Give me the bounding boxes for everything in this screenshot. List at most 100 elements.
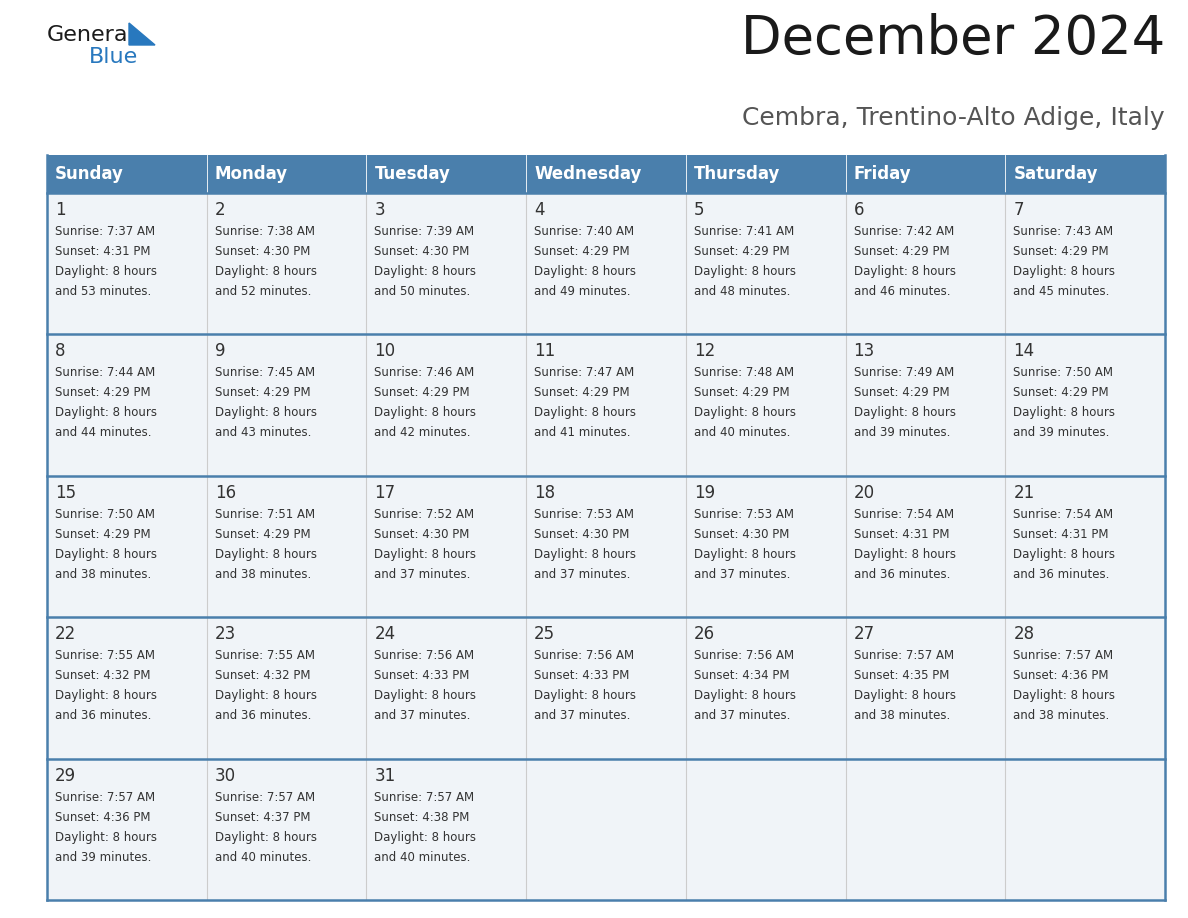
Text: Daylight: 8 hours: Daylight: 8 hours	[1013, 265, 1116, 278]
Bar	[526, 155, 685, 193]
Bar	[48, 193, 207, 334]
Text: Sunrise: 7:50 AM: Sunrise: 7:50 AM	[1013, 366, 1113, 379]
Text: Sunset: 4:30 PM: Sunset: 4:30 PM	[374, 528, 469, 541]
Text: Sunset: 4:30 PM: Sunset: 4:30 PM	[215, 245, 310, 258]
Bar	[207, 334, 366, 476]
Text: and 38 minutes.: and 38 minutes.	[853, 710, 950, 722]
Text: Daylight: 8 hours: Daylight: 8 hours	[215, 689, 317, 702]
Bar	[1005, 758, 1165, 900]
Text: Sunrise: 7:57 AM: Sunrise: 7:57 AM	[374, 790, 474, 803]
Text: Sunrise: 7:56 AM: Sunrise: 7:56 AM	[694, 649, 794, 662]
Text: Sunrise: 7:53 AM: Sunrise: 7:53 AM	[535, 508, 634, 521]
Text: Sunset: 4:29 PM: Sunset: 4:29 PM	[1013, 386, 1108, 399]
Bar	[207, 758, 366, 900]
Text: Wednesday: Wednesday	[535, 165, 642, 183]
Text: and 45 minutes.: and 45 minutes.	[1013, 285, 1110, 298]
Text: Sunrise: 7:46 AM: Sunrise: 7:46 AM	[374, 366, 475, 379]
Text: Sunday: Sunday	[55, 165, 124, 183]
Text: and 50 minutes.: and 50 minutes.	[374, 285, 470, 298]
Text: and 48 minutes.: and 48 minutes.	[694, 285, 790, 298]
Text: and 36 minutes.: and 36 minutes.	[1013, 568, 1110, 581]
Text: Sunrise: 7:57 AM: Sunrise: 7:57 AM	[1013, 649, 1113, 662]
Text: 2: 2	[215, 201, 226, 219]
Text: 28: 28	[1013, 625, 1035, 644]
Text: Sunrise: 7:45 AM: Sunrise: 7:45 AM	[215, 366, 315, 379]
Text: Sunrise: 7:39 AM: Sunrise: 7:39 AM	[374, 225, 474, 238]
Text: Sunset: 4:38 PM: Sunset: 4:38 PM	[374, 811, 469, 823]
Text: Daylight: 8 hours: Daylight: 8 hours	[694, 548, 796, 561]
Text: 8: 8	[55, 342, 65, 361]
Bar	[1005, 334, 1165, 476]
Text: 12: 12	[694, 342, 715, 361]
Text: Daylight: 8 hours: Daylight: 8 hours	[215, 407, 317, 420]
Text: Sunset: 4:31 PM: Sunset: 4:31 PM	[55, 245, 151, 258]
Text: 1: 1	[55, 201, 65, 219]
Bar	[1005, 617, 1165, 758]
Text: Daylight: 8 hours: Daylight: 8 hours	[215, 548, 317, 561]
Text: 17: 17	[374, 484, 396, 502]
Text: 23: 23	[215, 625, 236, 644]
Text: Sunrise: 7:48 AM: Sunrise: 7:48 AM	[694, 366, 794, 379]
Text: and 37 minutes.: and 37 minutes.	[694, 710, 790, 722]
Text: Thursday: Thursday	[694, 165, 781, 183]
Text: Sunrise: 7:54 AM: Sunrise: 7:54 AM	[1013, 508, 1113, 521]
Text: 15: 15	[55, 484, 76, 502]
Text: Sunrise: 7:51 AM: Sunrise: 7:51 AM	[215, 508, 315, 521]
Text: Daylight: 8 hours: Daylight: 8 hours	[535, 265, 636, 278]
Text: Daylight: 8 hours: Daylight: 8 hours	[853, 407, 955, 420]
Text: Daylight: 8 hours: Daylight: 8 hours	[535, 407, 636, 420]
Text: 3: 3	[374, 201, 385, 219]
Text: Daylight: 8 hours: Daylight: 8 hours	[374, 831, 476, 844]
Text: Sunset: 4:29 PM: Sunset: 4:29 PM	[215, 528, 310, 541]
Bar	[207, 476, 366, 617]
Text: and 40 minutes.: and 40 minutes.	[374, 851, 470, 864]
Text: 30: 30	[215, 767, 236, 785]
Text: Daylight: 8 hours: Daylight: 8 hours	[1013, 407, 1116, 420]
Text: Sunrise: 7:53 AM: Sunrise: 7:53 AM	[694, 508, 794, 521]
Text: Daylight: 8 hours: Daylight: 8 hours	[694, 689, 796, 702]
Text: Daylight: 8 hours: Daylight: 8 hours	[853, 689, 955, 702]
Text: and 37 minutes.: and 37 minutes.	[694, 568, 790, 581]
Text: Tuesday: Tuesday	[374, 165, 450, 183]
Text: Sunrise: 7:50 AM: Sunrise: 7:50 AM	[55, 508, 154, 521]
Text: Sunrise: 7:55 AM: Sunrise: 7:55 AM	[215, 649, 315, 662]
Text: Sunset: 4:29 PM: Sunset: 4:29 PM	[535, 245, 630, 258]
Bar	[48, 334, 207, 476]
Text: Daylight: 8 hours: Daylight: 8 hours	[374, 689, 476, 702]
Bar	[48, 476, 207, 617]
Text: Daylight: 8 hours: Daylight: 8 hours	[55, 265, 157, 278]
Text: and 40 minutes.: and 40 minutes.	[694, 426, 790, 440]
Text: Sunrise: 7:40 AM: Sunrise: 7:40 AM	[535, 225, 634, 238]
Bar	[366, 758, 526, 900]
Bar	[846, 617, 1005, 758]
Bar	[1005, 193, 1165, 334]
Text: 13: 13	[853, 342, 874, 361]
Text: Sunset: 4:33 PM: Sunset: 4:33 PM	[535, 669, 630, 682]
Bar	[48, 758, 207, 900]
Polygon shape	[129, 23, 154, 45]
Text: Sunset: 4:29 PM: Sunset: 4:29 PM	[55, 386, 151, 399]
Text: Sunset: 4:31 PM: Sunset: 4:31 PM	[1013, 528, 1108, 541]
Text: and 36 minutes.: and 36 minutes.	[55, 710, 151, 722]
Text: Sunrise: 7:52 AM: Sunrise: 7:52 AM	[374, 508, 474, 521]
Text: 22: 22	[55, 625, 76, 644]
Text: Daylight: 8 hours: Daylight: 8 hours	[55, 407, 157, 420]
Bar	[846, 193, 1005, 334]
Text: and 39 minutes.: and 39 minutes.	[55, 851, 151, 864]
Text: 31: 31	[374, 767, 396, 785]
Text: Sunrise: 7:57 AM: Sunrise: 7:57 AM	[853, 649, 954, 662]
Text: 10: 10	[374, 342, 396, 361]
Bar	[366, 476, 526, 617]
Bar	[366, 617, 526, 758]
Bar	[48, 155, 207, 193]
Text: Daylight: 8 hours: Daylight: 8 hours	[1013, 689, 1116, 702]
Bar	[846, 155, 1005, 193]
Text: 7: 7	[1013, 201, 1024, 219]
Bar	[526, 476, 685, 617]
Text: Daylight: 8 hours: Daylight: 8 hours	[215, 831, 317, 844]
Text: and 49 minutes.: and 49 minutes.	[535, 285, 631, 298]
Text: Sunset: 4:29 PM: Sunset: 4:29 PM	[694, 245, 790, 258]
Text: Sunset: 4:29 PM: Sunset: 4:29 PM	[535, 386, 630, 399]
Text: 5: 5	[694, 201, 704, 219]
Text: and 37 minutes.: and 37 minutes.	[535, 710, 631, 722]
